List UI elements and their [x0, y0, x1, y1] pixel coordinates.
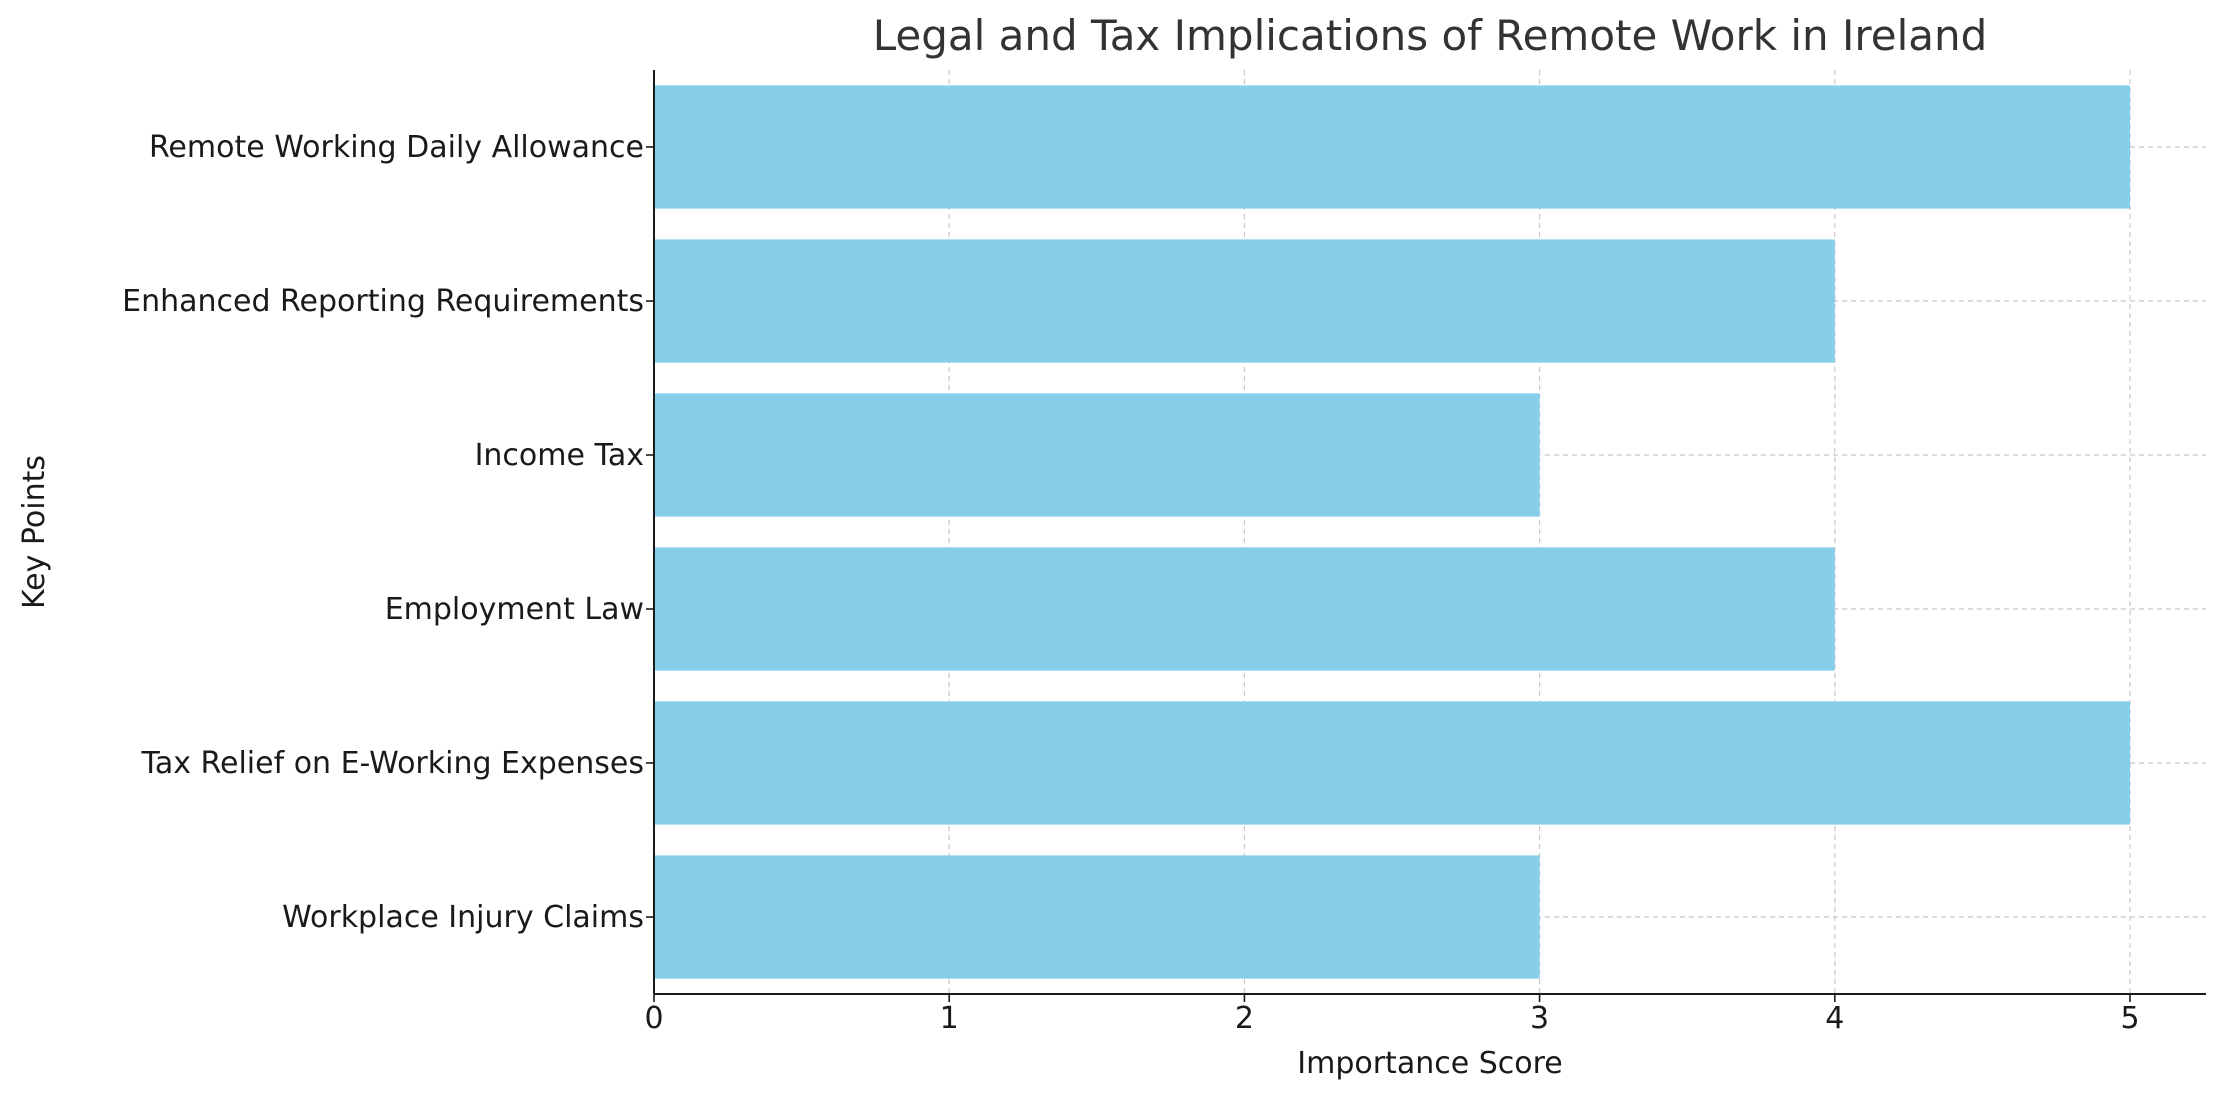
- bar: [654, 855, 1540, 979]
- y-tick-label: Enhanced Reporting Requirements: [122, 284, 644, 319]
- x-tick-label: 3: [1530, 1001, 1549, 1036]
- x-tick-label: 1: [940, 1001, 959, 1036]
- ticks: 0 1 2 3 4 5 Remote Working Daily Allowance Enha…: [122, 130, 2139, 1036]
- chart-title: Legal and Tax Implications of Remote Wor…: [873, 11, 1988, 60]
- bar: [654, 547, 1835, 671]
- y-tick-label: Income Tax: [475, 438, 644, 473]
- x-axis-label: Importance Score: [1297, 1046, 1562, 1081]
- bars: [654, 85, 2130, 979]
- y-tick-label: Remote Working Daily Allowance: [149, 130, 644, 165]
- x-tick-label: 4: [1825, 1001, 1844, 1036]
- bar: [654, 393, 1540, 517]
- y-tick-label: Tax Relief on E-Working Expenses: [140, 746, 644, 781]
- bar: [654, 701, 2130, 825]
- axes: [653, 70, 2206, 995]
- x-tick-label: 5: [2120, 1001, 2139, 1036]
- bar: [654, 239, 1835, 363]
- bar: [654, 85, 2130, 209]
- y-axis-label: Key Points: [17, 455, 52, 609]
- x-tick-label: 0: [644, 1001, 663, 1036]
- y-tick-label: Workplace Injury Claims: [282, 900, 644, 935]
- y-tick-label: Employment Law: [385, 592, 644, 627]
- x-tick-label: 2: [1235, 1001, 1254, 1036]
